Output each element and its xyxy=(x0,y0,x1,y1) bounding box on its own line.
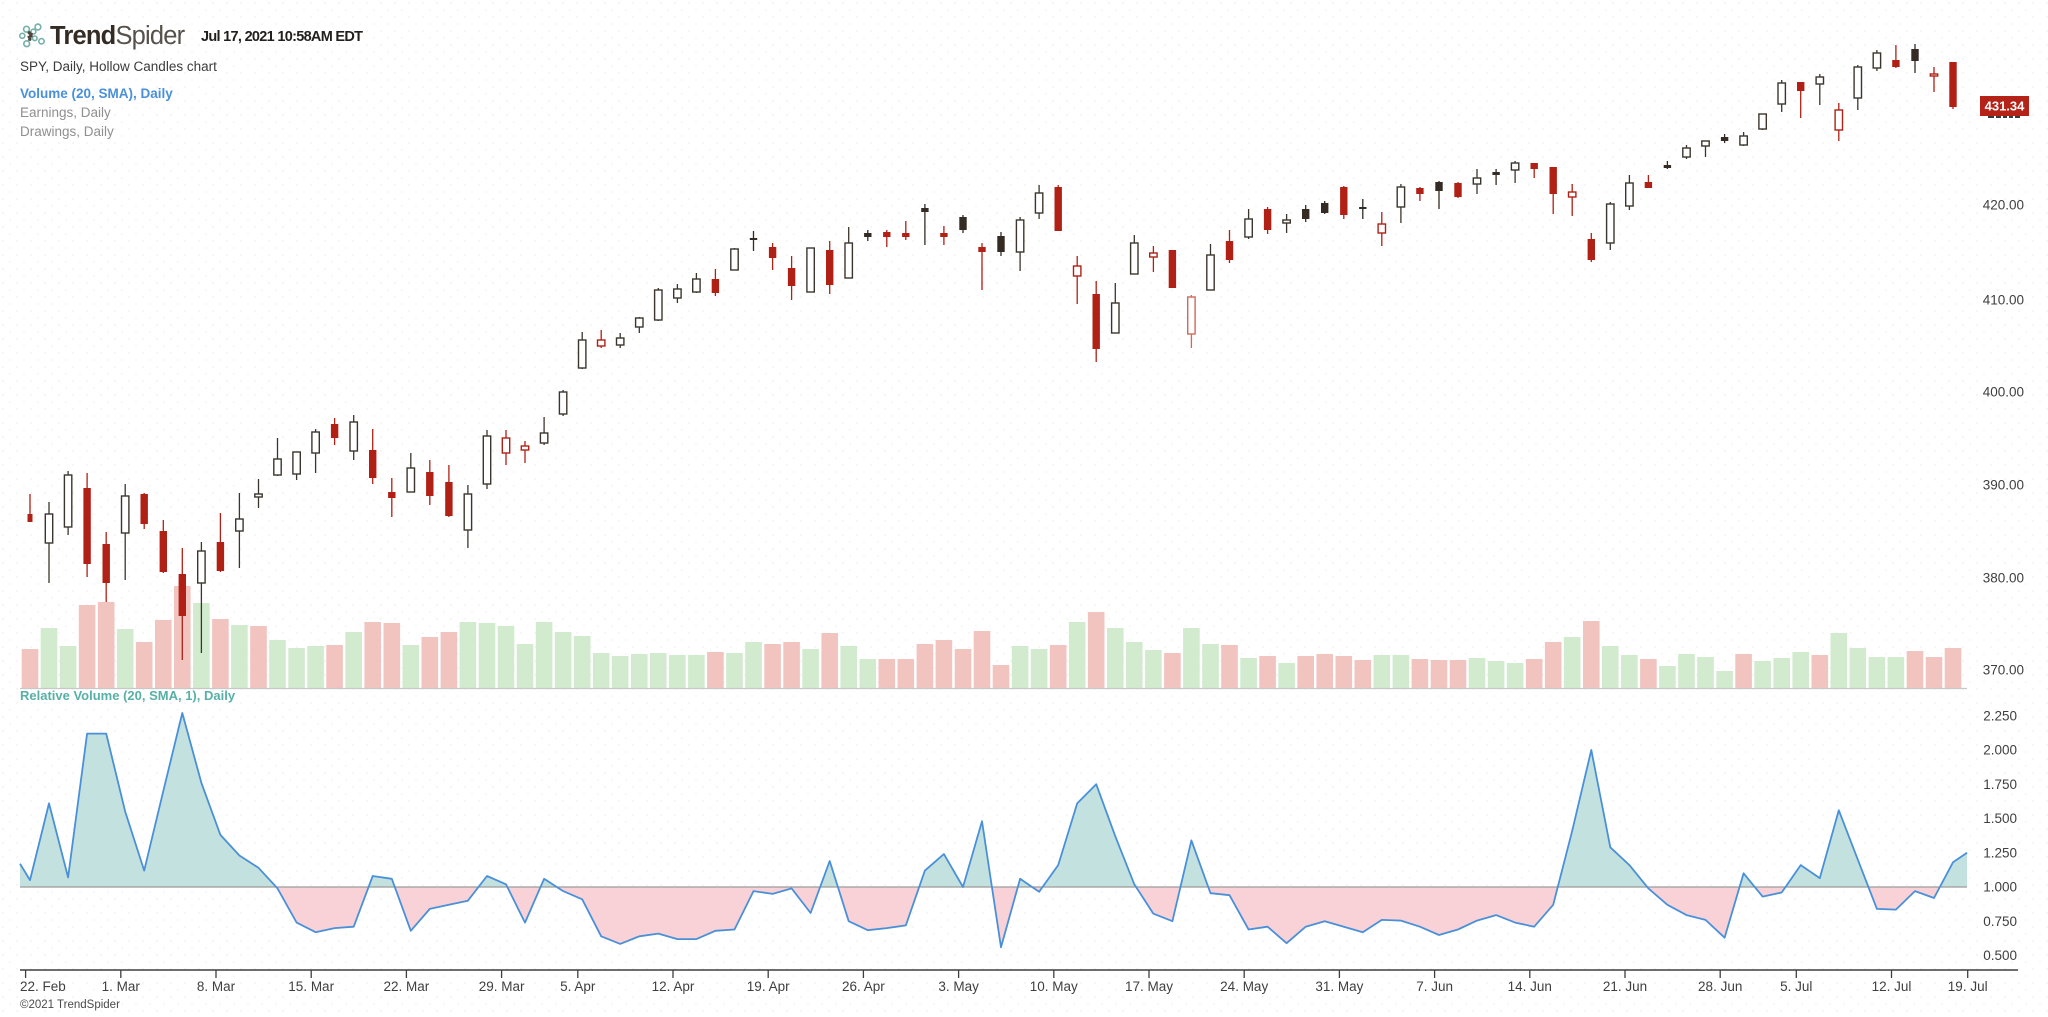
svg-text:1.000: 1.000 xyxy=(1983,880,2017,895)
svg-text:2.000: 2.000 xyxy=(1983,743,2017,758)
svg-text:21. Jun: 21. Jun xyxy=(1603,979,1647,994)
svg-text:12. Jul: 12. Jul xyxy=(1872,979,1912,994)
svg-text:28. Jun: 28. Jun xyxy=(1698,979,1742,994)
svg-text:380.00: 380.00 xyxy=(1983,571,2024,586)
svg-text:5. Apr: 5. Apr xyxy=(560,979,596,994)
svg-text:2.250: 2.250 xyxy=(1983,708,2017,723)
svg-text:1.500: 1.500 xyxy=(1983,811,2017,826)
svg-text:Relative Volume (20, SMA, 1),: Relative Volume (20, SMA, 1), Daily xyxy=(20,688,236,703)
svg-text:19. Jul: 19. Jul xyxy=(1948,979,1988,994)
svg-text:10. May: 10. May xyxy=(1030,979,1078,994)
svg-text:410.00: 410.00 xyxy=(1983,293,2024,308)
svg-text:1. Mar: 1. Mar xyxy=(102,979,141,994)
svg-text:0.500: 0.500 xyxy=(1983,948,2017,963)
svg-text:31. May: 31. May xyxy=(1315,979,1363,994)
svg-text:19. Apr: 19. Apr xyxy=(747,979,790,994)
svg-text:14. Jun: 14. Jun xyxy=(1508,979,1552,994)
svg-text:15. Mar: 15. Mar xyxy=(288,979,334,994)
svg-text:22. Feb: 22. Feb xyxy=(20,979,66,994)
svg-text:17. May: 17. May xyxy=(1125,979,1173,994)
svg-text:SPY, Daily, Hollow Candles cha: SPY, Daily, Hollow Candles chart xyxy=(20,59,217,74)
svg-text:1.250: 1.250 xyxy=(1983,845,2017,860)
svg-text:29. Mar: 29. Mar xyxy=(479,979,525,994)
svg-text:390.00: 390.00 xyxy=(1983,478,2024,493)
svg-text:Jul 17, 2021 10:58AM EDT: Jul 17, 2021 10:58AM EDT xyxy=(201,29,363,45)
svg-text:TrendSpider: TrendSpider xyxy=(50,22,186,50)
svg-text:370.00: 370.00 xyxy=(1983,663,2024,678)
svg-text:Volume (20, SMA), Daily: Volume (20, SMA), Daily xyxy=(20,86,173,101)
svg-text:22. Mar: 22. Mar xyxy=(384,979,430,994)
svg-text:0.750: 0.750 xyxy=(1983,914,2017,929)
svg-text:Drawings, Daily: Drawings, Daily xyxy=(20,124,114,139)
svg-text:5. Jul: 5. Jul xyxy=(1780,979,1812,994)
svg-text:1.750: 1.750 xyxy=(1983,777,2017,792)
svg-text:3. May: 3. May xyxy=(938,979,979,994)
svg-text:400.00: 400.00 xyxy=(1983,385,2024,400)
svg-text:Earnings, Daily: Earnings, Daily xyxy=(20,105,111,120)
svg-text:26. Apr: 26. Apr xyxy=(842,979,885,994)
svg-text:420.00: 420.00 xyxy=(1983,198,2024,213)
svg-text:24. May: 24. May xyxy=(1220,979,1268,994)
svg-text:12. Apr: 12. Apr xyxy=(652,979,695,994)
svg-text:7. Jun: 7. Jun xyxy=(1416,979,1453,994)
svg-text:©2021 TrendSpider: ©2021 TrendSpider xyxy=(20,999,120,1011)
svg-text:431.34: 431.34 xyxy=(1985,99,2026,114)
svg-text:8. Mar: 8. Mar xyxy=(197,979,236,994)
